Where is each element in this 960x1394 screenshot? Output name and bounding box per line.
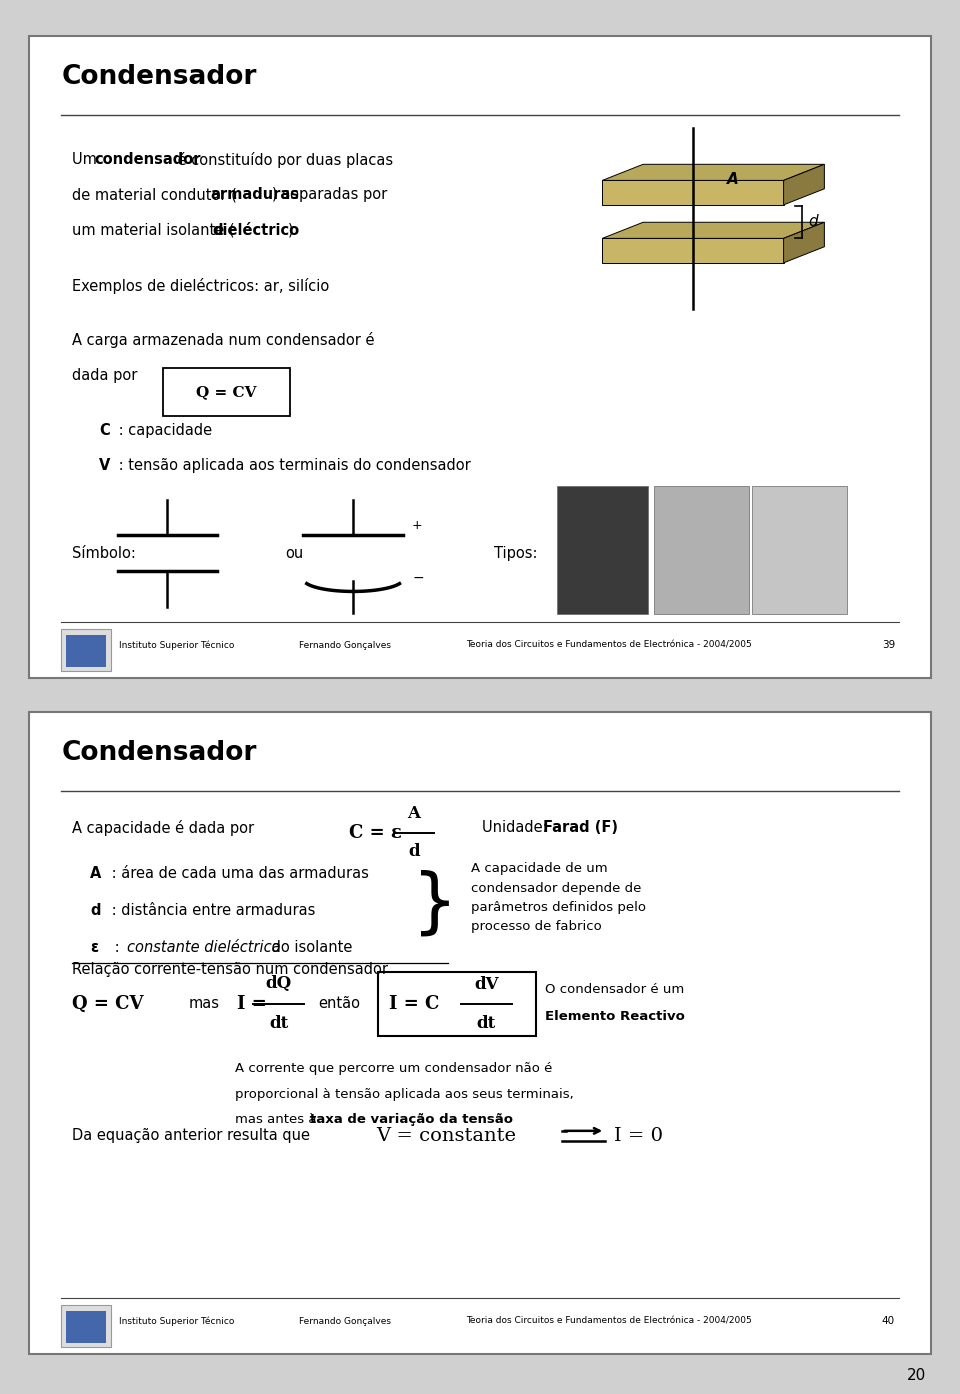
Text: Tipos:: Tipos: (493, 546, 537, 560)
Text: mas: mas (188, 997, 219, 1012)
Text: dt: dt (477, 1015, 496, 1032)
Text: do isolante: do isolante (267, 940, 352, 955)
Text: ) separadas por: ) separadas por (273, 187, 388, 202)
Text: então: então (319, 997, 361, 1012)
FancyBboxPatch shape (61, 629, 111, 671)
Text: Relação corrente-tensão num condensador: Relação corrente-tensão num condensador (72, 962, 388, 977)
Text: Um: Um (72, 152, 102, 167)
Text: ε: ε (90, 940, 99, 955)
Text: dieléctrico: dieléctrico (213, 223, 300, 238)
Text: armaduras: armaduras (210, 187, 299, 202)
Text: Teoria dos Circuitos e Fundamentos de Electrónica - 2004/2005: Teoria dos Circuitos e Fundamentos de El… (467, 1317, 752, 1326)
Text: Condensador: Condensador (61, 740, 256, 765)
Polygon shape (783, 222, 825, 263)
Text: A carga armazenada num condensador é: A carga armazenada num condensador é (72, 332, 374, 348)
Text: A corrente que percorre um condensador não é: A corrente que percorre um condensador n… (235, 1062, 553, 1075)
Text: Exemplos de dieléctricos: ar, silício: Exemplos de dieléctricos: ar, silício (72, 277, 329, 294)
Text: Elemento Reactivo: Elemento Reactivo (545, 1011, 685, 1023)
Text: parâmetros definidos pelo: parâmetros definidos pelo (471, 901, 646, 914)
FancyBboxPatch shape (557, 485, 648, 615)
Text: C: C (100, 422, 110, 438)
Text: dV: dV (474, 976, 498, 993)
Text: A: A (407, 806, 420, 822)
FancyBboxPatch shape (66, 1312, 106, 1344)
FancyBboxPatch shape (654, 485, 749, 615)
FancyBboxPatch shape (61, 1305, 111, 1347)
Polygon shape (602, 164, 825, 180)
Text: condensador: condensador (94, 152, 201, 167)
Text: proporcional à tensão aplicada aos seus terminais,: proporcional à tensão aplicada aos seus … (235, 1087, 574, 1101)
Text: : capacidade: : capacidade (114, 422, 212, 438)
Text: I = C: I = C (390, 995, 440, 1013)
Polygon shape (602, 222, 825, 238)
Text: : tensão aplicada aos terminais do condensador: : tensão aplicada aos terminais do conde… (114, 459, 470, 473)
Polygon shape (602, 180, 783, 205)
Text: Da equação anterior resulta que: Da equação anterior resulta que (72, 1129, 310, 1143)
Text: I = 0: I = 0 (614, 1126, 663, 1144)
FancyBboxPatch shape (377, 973, 537, 1036)
Polygon shape (783, 164, 825, 205)
Text: 40: 40 (882, 1316, 895, 1327)
Text: Fernando Gonçalves: Fernando Gonçalves (299, 641, 391, 650)
Text: I =: I = (237, 995, 267, 1013)
FancyBboxPatch shape (29, 712, 931, 1354)
Text: A capacidade de um: A capacidade de um (471, 863, 608, 875)
Text: ou: ou (285, 546, 303, 560)
Text: dQ: dQ (266, 974, 292, 993)
Text: taxa de variação da tensão: taxa de variação da tensão (310, 1114, 513, 1126)
FancyBboxPatch shape (66, 636, 106, 668)
Text: d: d (808, 215, 818, 229)
Text: C = ε: C = ε (348, 824, 401, 842)
Text: processo de fabrico: processo de fabrico (471, 920, 602, 933)
Text: constante dieléctrica: constante dieléctrica (127, 940, 280, 955)
Text: A: A (90, 866, 102, 881)
Text: é constituído por duas placas: é constituído por duas placas (173, 152, 393, 169)
Text: dada por: dada por (72, 368, 137, 383)
Text: Símbolo:: Símbolo: (72, 546, 136, 560)
Text: um material isolante (: um material isolante ( (72, 223, 235, 238)
Text: V = constante: V = constante (375, 1126, 516, 1144)
Text: +: + (412, 519, 422, 533)
Text: ): ) (288, 223, 294, 238)
Text: de material condutor (: de material condutor ( (72, 187, 237, 202)
Text: :: : (110, 940, 125, 955)
Text: dt: dt (269, 1015, 288, 1032)
Polygon shape (602, 238, 783, 263)
Text: O condensador é um: O condensador é um (545, 983, 684, 997)
Text: −: − (412, 570, 423, 584)
Text: A capacidade é dada por: A capacidade é dada por (72, 821, 254, 836)
Text: Q = CV: Q = CV (196, 385, 256, 399)
Text: Unidade:: Unidade: (482, 821, 552, 835)
Text: mas antes à: mas antes à (235, 1114, 321, 1126)
Text: d: d (90, 903, 101, 917)
Text: : área de cada uma das armaduras: : área de cada uma das armaduras (107, 866, 369, 881)
Text: Instituto Superior Técnico: Instituto Superior Técnico (119, 1317, 234, 1326)
Text: Farad (F): Farad (F) (542, 821, 617, 835)
Text: Condensador: Condensador (61, 64, 256, 89)
Text: 20: 20 (907, 1368, 926, 1383)
Text: A: A (728, 173, 739, 187)
Text: condensador depende de: condensador depende de (471, 881, 641, 895)
Text: : distância entre armaduras: : distância entre armaduras (107, 903, 315, 917)
Text: Instituto Superior Técnico: Instituto Superior Técnico (119, 641, 234, 650)
FancyBboxPatch shape (163, 368, 290, 417)
Text: 39: 39 (882, 640, 895, 651)
Text: Q = CV: Q = CV (72, 995, 144, 1013)
Text: V: V (100, 459, 110, 473)
FancyBboxPatch shape (29, 36, 931, 677)
Text: Fernando Gonçalves: Fernando Gonçalves (299, 1317, 391, 1326)
FancyBboxPatch shape (752, 485, 847, 615)
Text: Teoria dos Circuitos e Fundamentos de Electrónica - 2004/2005: Teoria dos Circuitos e Fundamentos de El… (467, 641, 752, 650)
Text: d: d (408, 843, 420, 860)
Text: }: } (412, 870, 458, 938)
